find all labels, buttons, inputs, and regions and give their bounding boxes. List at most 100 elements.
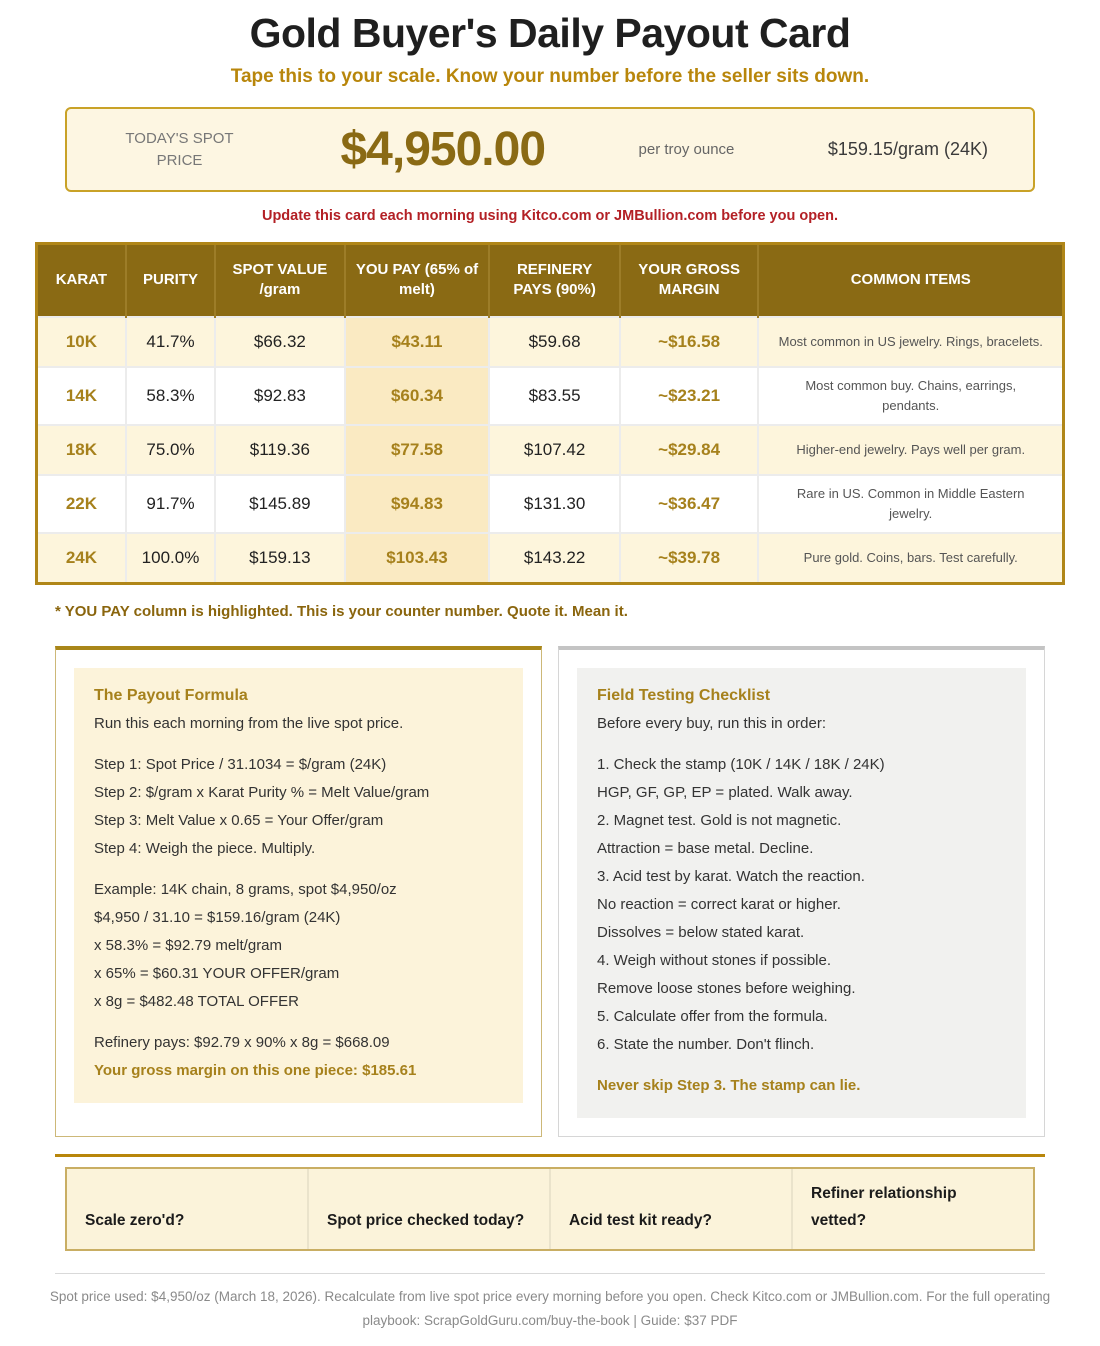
spot-price-per-gram: $159.15/gram (24K) [827,139,988,160]
table-header-row: KARAT PURITY SPOT VALUE /gram YOU PAY (6… [36,243,1064,317]
page-title: Gold Buyer's Daily Payout Card [249,10,851,56]
check-cell-acid-kit: Acid test kit ready? [549,1169,791,1249]
spot-price-banner: TODAY'S SPOT PRICE $4,950.00 per troy ou… [65,107,1035,193]
karat-value: 18K [35,423,127,476]
check-cell-scale: Scale zero'd? [85,1211,185,1229]
checklist-item: 6. State the number. Don't flinch. [597,1036,815,1054]
karat-value: 22K [35,473,127,535]
col-header-you-pay: YOU PAY (65% of melt) [343,243,490,317]
col-header-purity: PURITY [124,243,216,317]
table-row-24k: 24K 100.0% $159.13 $103.43 $143.22 ~$39.… [35,532,1065,585]
field-testing-title: Field Testing Checklist [597,687,771,705]
common-items-text: Higher-end jewelry. Pays well per gram. [757,423,1065,476]
gross-margin-value: ~$29.84 [618,423,760,476]
check-cell-refiner: Refiner relationship vetted? [791,1169,1033,1249]
example-line: Example: 14K chain, 8 grams, spot $4,950… [94,881,397,899]
spot-price-unit: per troy ounce [638,141,735,159]
checklist-item: No reaction = correct karat or higher. [597,896,841,914]
spot-value: $145.89 [214,473,346,535]
checklist-item: 4. Weigh without stones if possible. [597,952,832,970]
purity-value: 58.3% [124,365,217,426]
common-items-text: Rare in US. Common in Middle Eastern jew… [757,473,1065,535]
refinery-pays-value: $107.42 [488,423,621,476]
table-row-14k: 14K 58.3% $92.83 $60.34 $83.55 ~$23.21 M… [35,365,1065,426]
spot-value: $66.32 [214,315,346,368]
gold-divider [55,1154,1045,1158]
formula-step: Step 2: $/gram x Karat Purity % = Melt V… [94,784,430,802]
checklist-items: 1. Check the stamp (10K / 14K / 18K / 24… [597,751,1006,1059]
checklist-item: HGP, GF, GP, EP = plated. Walk away. [597,784,853,802]
you-pay-footnote: * YOU PAY column is highlighted. This is… [55,603,628,621]
checklist-item: 1. Check the stamp (10K / 14K / 18K / 24… [597,756,885,774]
payout-formula-content: The Payout Formula Run this each morning… [74,668,523,1104]
you-pay-value: $60.34 [343,365,491,426]
example-line: x 8g = $482.48 TOTAL OFFER [94,993,299,1011]
common-items-text: Most common in US jewelry. Rings, bracel… [757,315,1065,368]
refinery-pays-value: $59.68 [488,315,621,368]
purity-value: 75.0% [124,423,217,476]
table-row-10k: 10K 41.7% $66.32 $43.11 $59.68 ~$16.58 M… [35,315,1065,368]
checklist-item: 3. Acid test by karat. Watch the reactio… [597,868,865,886]
karat-rate-table: KARAT PURITY SPOT VALUE /gram YOU PAY (6… [35,242,1065,586]
col-header-refinery-pays: REFINERY PAYS (90%) [488,243,620,317]
refinery-pays-line: Refinery pays: $92.79 x 90% x 8g = $668.… [94,1034,390,1052]
karat-value: 24K [35,532,127,585]
you-pay-value: $43.11 [343,315,491,368]
footer-divider [55,1272,1045,1274]
common-items-text: Most common buy. Chains, earrings, penda… [757,365,1065,426]
spot-value: $92.83 [214,365,346,426]
daily-checklist-row: Scale zero'd? Spot price checked today? … [65,1167,1035,1251]
spot-value: $159.13 [214,532,346,585]
gross-margin-value: ~$36.47 [618,473,760,535]
footer-text: Spot price used: $4,950/oz (March 18, 20… [49,1288,1051,1328]
checklist-item: Dissolves = below stated karat. [597,924,805,942]
formula-intro: Run this each morning from the live spot… [94,715,404,733]
gross-margin-value: ~$23.21 [618,365,760,426]
refinery-pays-value: $131.30 [488,473,621,535]
field-testing-box: Field Testing Checklist Before every buy… [558,646,1045,1138]
col-header-spot-value: SPOT VALUE /gram [214,243,345,317]
checklist-item: 5. Calculate offer from the formula. [597,1008,828,1026]
gross-margin-value: ~$16.58 [618,315,760,368]
common-items-text: Pure gold. Coins, bars. Test carefully. [757,532,1065,585]
you-pay-value: $103.43 [343,532,491,585]
karat-value: 14K [35,365,127,426]
spot-price-label: TODAY'S SPOT PRICE [125,129,234,169]
checklist-warning: Never skip Step 3. The stamp can lie. [597,1077,861,1095]
you-pay-value: $94.83 [343,473,491,535]
check-cell-spot-price: Spot price checked today? [307,1169,549,1249]
example-line: $4,950 / 31.10 = $159.16/gram (24K) [94,909,341,927]
spot-value: $119.36 [214,423,346,476]
checklist-item: Remove loose stones before weighing. [597,980,856,998]
formula-step: Step 1: Spot Price / 31.1034 = $/gram (2… [94,756,387,774]
table-row-22k: 22K 91.7% $145.89 $94.83 $131.30 ~$36.47… [35,473,1065,535]
checklist-item: 2. Magnet test. Gold is not magnetic. [597,812,842,830]
formula-summary: Refinery pays: $92.79 x 90% x 8g = $668.… [94,1029,503,1085]
field-testing-content: Field Testing Checklist Before every buy… [577,668,1026,1119]
purity-value: 91.7% [124,473,217,535]
page-subtitle: Tape this to your scale. Know your numbe… [230,66,870,88]
example-line: x 65% = $60.31 YOUR OFFER/gram [94,965,340,983]
update-reminder: Update this card each morning using Kitc… [261,208,839,225]
you-pay-value: $77.58 [343,423,491,476]
karat-value: 10K [35,315,127,368]
gross-margin-line: Your gross margin on this one piece: $18… [94,1062,417,1080]
purity-value: 41.7% [124,315,217,368]
payout-formula-box: The Payout Formula Run this each morning… [55,646,542,1138]
col-header-karat: KARAT [36,243,126,317]
gross-margin-value: ~$39.78 [618,532,760,585]
refinery-pays-value: $83.55 [488,365,621,426]
formula-step: Step 4: Weigh the piece. Multiply. [94,840,316,858]
spot-price-value: $4,950.00 [340,123,546,177]
checklist-item: Attraction = base metal. Decline. [597,840,814,858]
checklist-intro: Before every buy, run this in order: [597,715,826,733]
formula-step: Step 3: Melt Value x 0.65 = Your Offer/g… [94,812,384,830]
col-header-common-items: COMMON ITEMS [757,243,1064,317]
info-boxes-row: The Payout Formula Run this each morning… [55,646,1045,1138]
formula-example: Example: 14K chain, 8 grams, spot $4,950… [94,876,503,1016]
payout-card: Gold Buyer's Daily Payout Card Tape this… [35,10,1065,1332]
payout-formula-title: The Payout Formula [94,687,248,705]
example-line: x 58.3% = $92.79 melt/gram [94,937,283,955]
col-header-gross-margin: YOUR GROSS MARGIN [618,243,759,317]
purity-value: 100.0% [124,532,217,585]
